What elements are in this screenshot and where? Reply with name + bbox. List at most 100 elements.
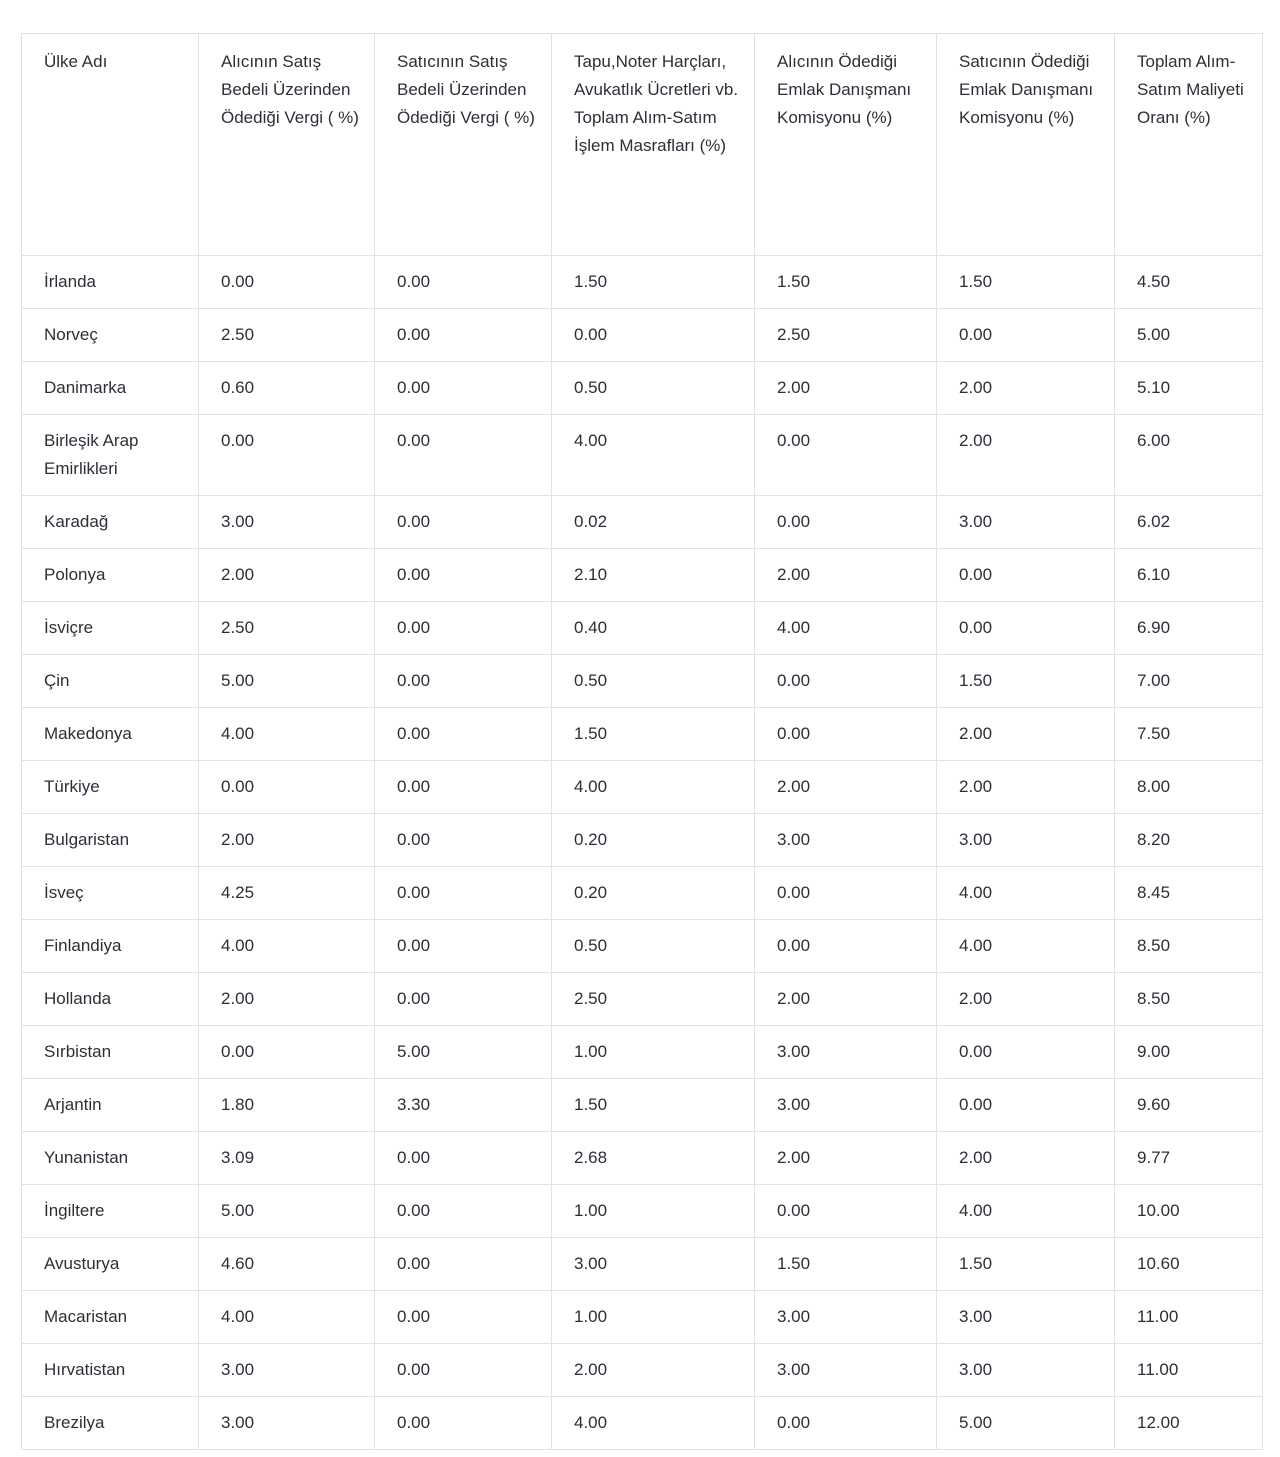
value-cell: 0.00 — [936, 1025, 1115, 1079]
country-cell: Arjantin — [21, 1078, 199, 1132]
header-row: Ülke Adı Alıcının Satış Bedeli Üzerinden … — [21, 33, 1263, 256]
table-row: Norveç 2.50 0.00 0.00 2.50 0.00 5.00 — [21, 308, 1263, 362]
value-cell: 0.00 — [754, 654, 937, 708]
value-cell: 1.50 — [936, 1237, 1115, 1291]
value-cell: 3.00 — [754, 1078, 937, 1132]
value-cell: 3.00 — [936, 1290, 1115, 1344]
country-cell: Sırbistan — [21, 1025, 199, 1079]
value-cell: 2.50 — [754, 308, 937, 362]
country-cell: Macaristan — [21, 1290, 199, 1344]
table-row: Makedonya 4.00 0.00 1.50 0.00 2.00 7.50 — [21, 707, 1263, 761]
value-cell: 4.00 — [198, 919, 375, 973]
value-cell: 0.00 — [198, 414, 375, 496]
value-cell: 6.00 — [1114, 414, 1263, 496]
country-cell: Türkiye — [21, 760, 199, 814]
value-cell: 8.45 — [1114, 866, 1263, 920]
column-header: Alıcının Ödediği Emlak Danışmanı Komisyo… — [754, 33, 937, 256]
value-cell: 4.50 — [1114, 255, 1263, 309]
value-cell: 0.00 — [936, 308, 1115, 362]
column-header: Ülke Adı — [21, 33, 199, 256]
value-cell: 2.00 — [936, 414, 1115, 496]
country-cell: Finlandiya — [21, 919, 199, 973]
value-cell: 4.00 — [936, 1184, 1115, 1238]
country-cell: Birleşik Arap Emirlikleri — [21, 414, 199, 496]
country-cell: İrlanda — [21, 255, 199, 309]
column-header: Toplam Alım-Satım Maliyeti Oranı (%) — [1114, 33, 1263, 256]
value-cell: 3.00 — [754, 813, 937, 867]
value-cell: 0.00 — [374, 548, 552, 602]
value-cell: 0.00 — [374, 1184, 552, 1238]
value-cell: 2.00 — [936, 972, 1115, 1026]
value-cell: 10.60 — [1114, 1237, 1263, 1291]
value-cell: 2.00 — [198, 813, 375, 867]
table-row: Bulgaristan 2.00 0.00 0.20 3.00 3.00 8.20 — [21, 813, 1263, 867]
value-cell: 11.00 — [1114, 1343, 1263, 1397]
value-cell: 1.50 — [551, 255, 755, 309]
value-cell: 0.00 — [754, 707, 937, 761]
country-cell: Hollanda — [21, 972, 199, 1026]
country-cell: Karadağ — [21, 495, 199, 549]
column-header: Satıcının Ödediği Emlak Danışmanı Komisy… — [936, 33, 1115, 256]
value-cell: 2.00 — [754, 1131, 937, 1185]
value-cell: 0.00 — [936, 601, 1115, 655]
value-cell: 0.00 — [374, 654, 552, 708]
value-cell: 5.00 — [1114, 308, 1263, 362]
value-cell: 5.10 — [1114, 361, 1263, 415]
table-row: Polonya 2.00 0.00 2.10 2.00 0.00 6.10 — [21, 548, 1263, 602]
table-row: Birleşik Arap Emirlikleri 0.00 0.00 4.00 0.0… — [21, 414, 1263, 496]
value-cell: 3.00 — [936, 813, 1115, 867]
value-cell: 2.00 — [551, 1343, 755, 1397]
value-cell: 3.00 — [754, 1343, 937, 1397]
value-cell: 0.00 — [374, 255, 552, 309]
table-row: Avusturya 4.60 0.00 3.00 1.50 1.50 10.60 — [21, 1237, 1263, 1291]
value-cell: 2.00 — [936, 361, 1115, 415]
country-cell: Avusturya — [21, 1237, 199, 1291]
country-cell: Yunanistan — [21, 1131, 199, 1185]
country-cell: Makedonya — [21, 707, 199, 761]
value-cell: 5.00 — [936, 1396, 1115, 1450]
value-cell: 0.00 — [754, 495, 937, 549]
value-cell: 0.00 — [198, 760, 375, 814]
value-cell: 0.00 — [551, 308, 755, 362]
value-cell: 5.00 — [198, 654, 375, 708]
value-cell: 8.00 — [1114, 760, 1263, 814]
value-cell: 2.00 — [754, 972, 937, 1026]
value-cell: 0.20 — [551, 813, 755, 867]
value-cell: 0.00 — [374, 414, 552, 496]
table-body: İrlanda 0.00 0.00 1.50 1.50 1.50 4.50 Norveç 2.5… — [21, 255, 1263, 1450]
value-cell: 1.00 — [551, 1025, 755, 1079]
value-cell: 4.00 — [754, 601, 937, 655]
value-cell: 0.00 — [374, 919, 552, 973]
value-cell: 0.00 — [754, 414, 937, 496]
value-cell: 3.00 — [754, 1290, 937, 1344]
value-cell: 4.00 — [551, 414, 755, 496]
value-cell: 1.00 — [551, 1184, 755, 1238]
value-cell: 3.00 — [198, 1343, 375, 1397]
value-cell: 3.00 — [936, 1343, 1115, 1397]
value-cell: 3.00 — [936, 495, 1115, 549]
value-cell: 2.00 — [754, 548, 937, 602]
value-cell: 9.00 — [1114, 1025, 1263, 1079]
value-cell: 8.20 — [1114, 813, 1263, 867]
table-row: İngiltere 5.00 0.00 1.00 0.00 4.00 10.00 — [21, 1184, 1263, 1238]
value-cell: 2.00 — [936, 760, 1115, 814]
value-cell: 0.50 — [551, 361, 755, 415]
value-cell: 7.00 — [1114, 654, 1263, 708]
table-row: Finlandiya 4.00 0.00 0.50 0.00 4.00 8.50 — [21, 919, 1263, 973]
country-cell: Hırvatistan — [21, 1343, 199, 1397]
table-row: Karadağ 3.00 0.00 0.02 0.00 3.00 6.02 — [21, 495, 1263, 549]
value-cell: 4.25 — [198, 866, 375, 920]
value-cell: 0.00 — [374, 866, 552, 920]
table-row: Çin 5.00 0.00 0.50 0.00 1.50 7.00 — [21, 654, 1263, 708]
value-cell: 1.50 — [551, 1078, 755, 1132]
table-row: Türkiye 0.00 0.00 4.00 2.00 2.00 8.00 — [21, 760, 1263, 814]
column-header: Satıcının Satış Bedeli Üzerinden Ödediği… — [374, 33, 552, 256]
value-cell: 1.00 — [551, 1290, 755, 1344]
value-cell: 3.00 — [754, 1025, 937, 1079]
country-cell: İsveç — [21, 866, 199, 920]
table-row: Hırvatistan 3.00 0.00 2.00 3.00 3.00 11.00 — [21, 1343, 1263, 1397]
value-cell: 0.50 — [551, 919, 755, 973]
value-cell: 6.02 — [1114, 495, 1263, 549]
